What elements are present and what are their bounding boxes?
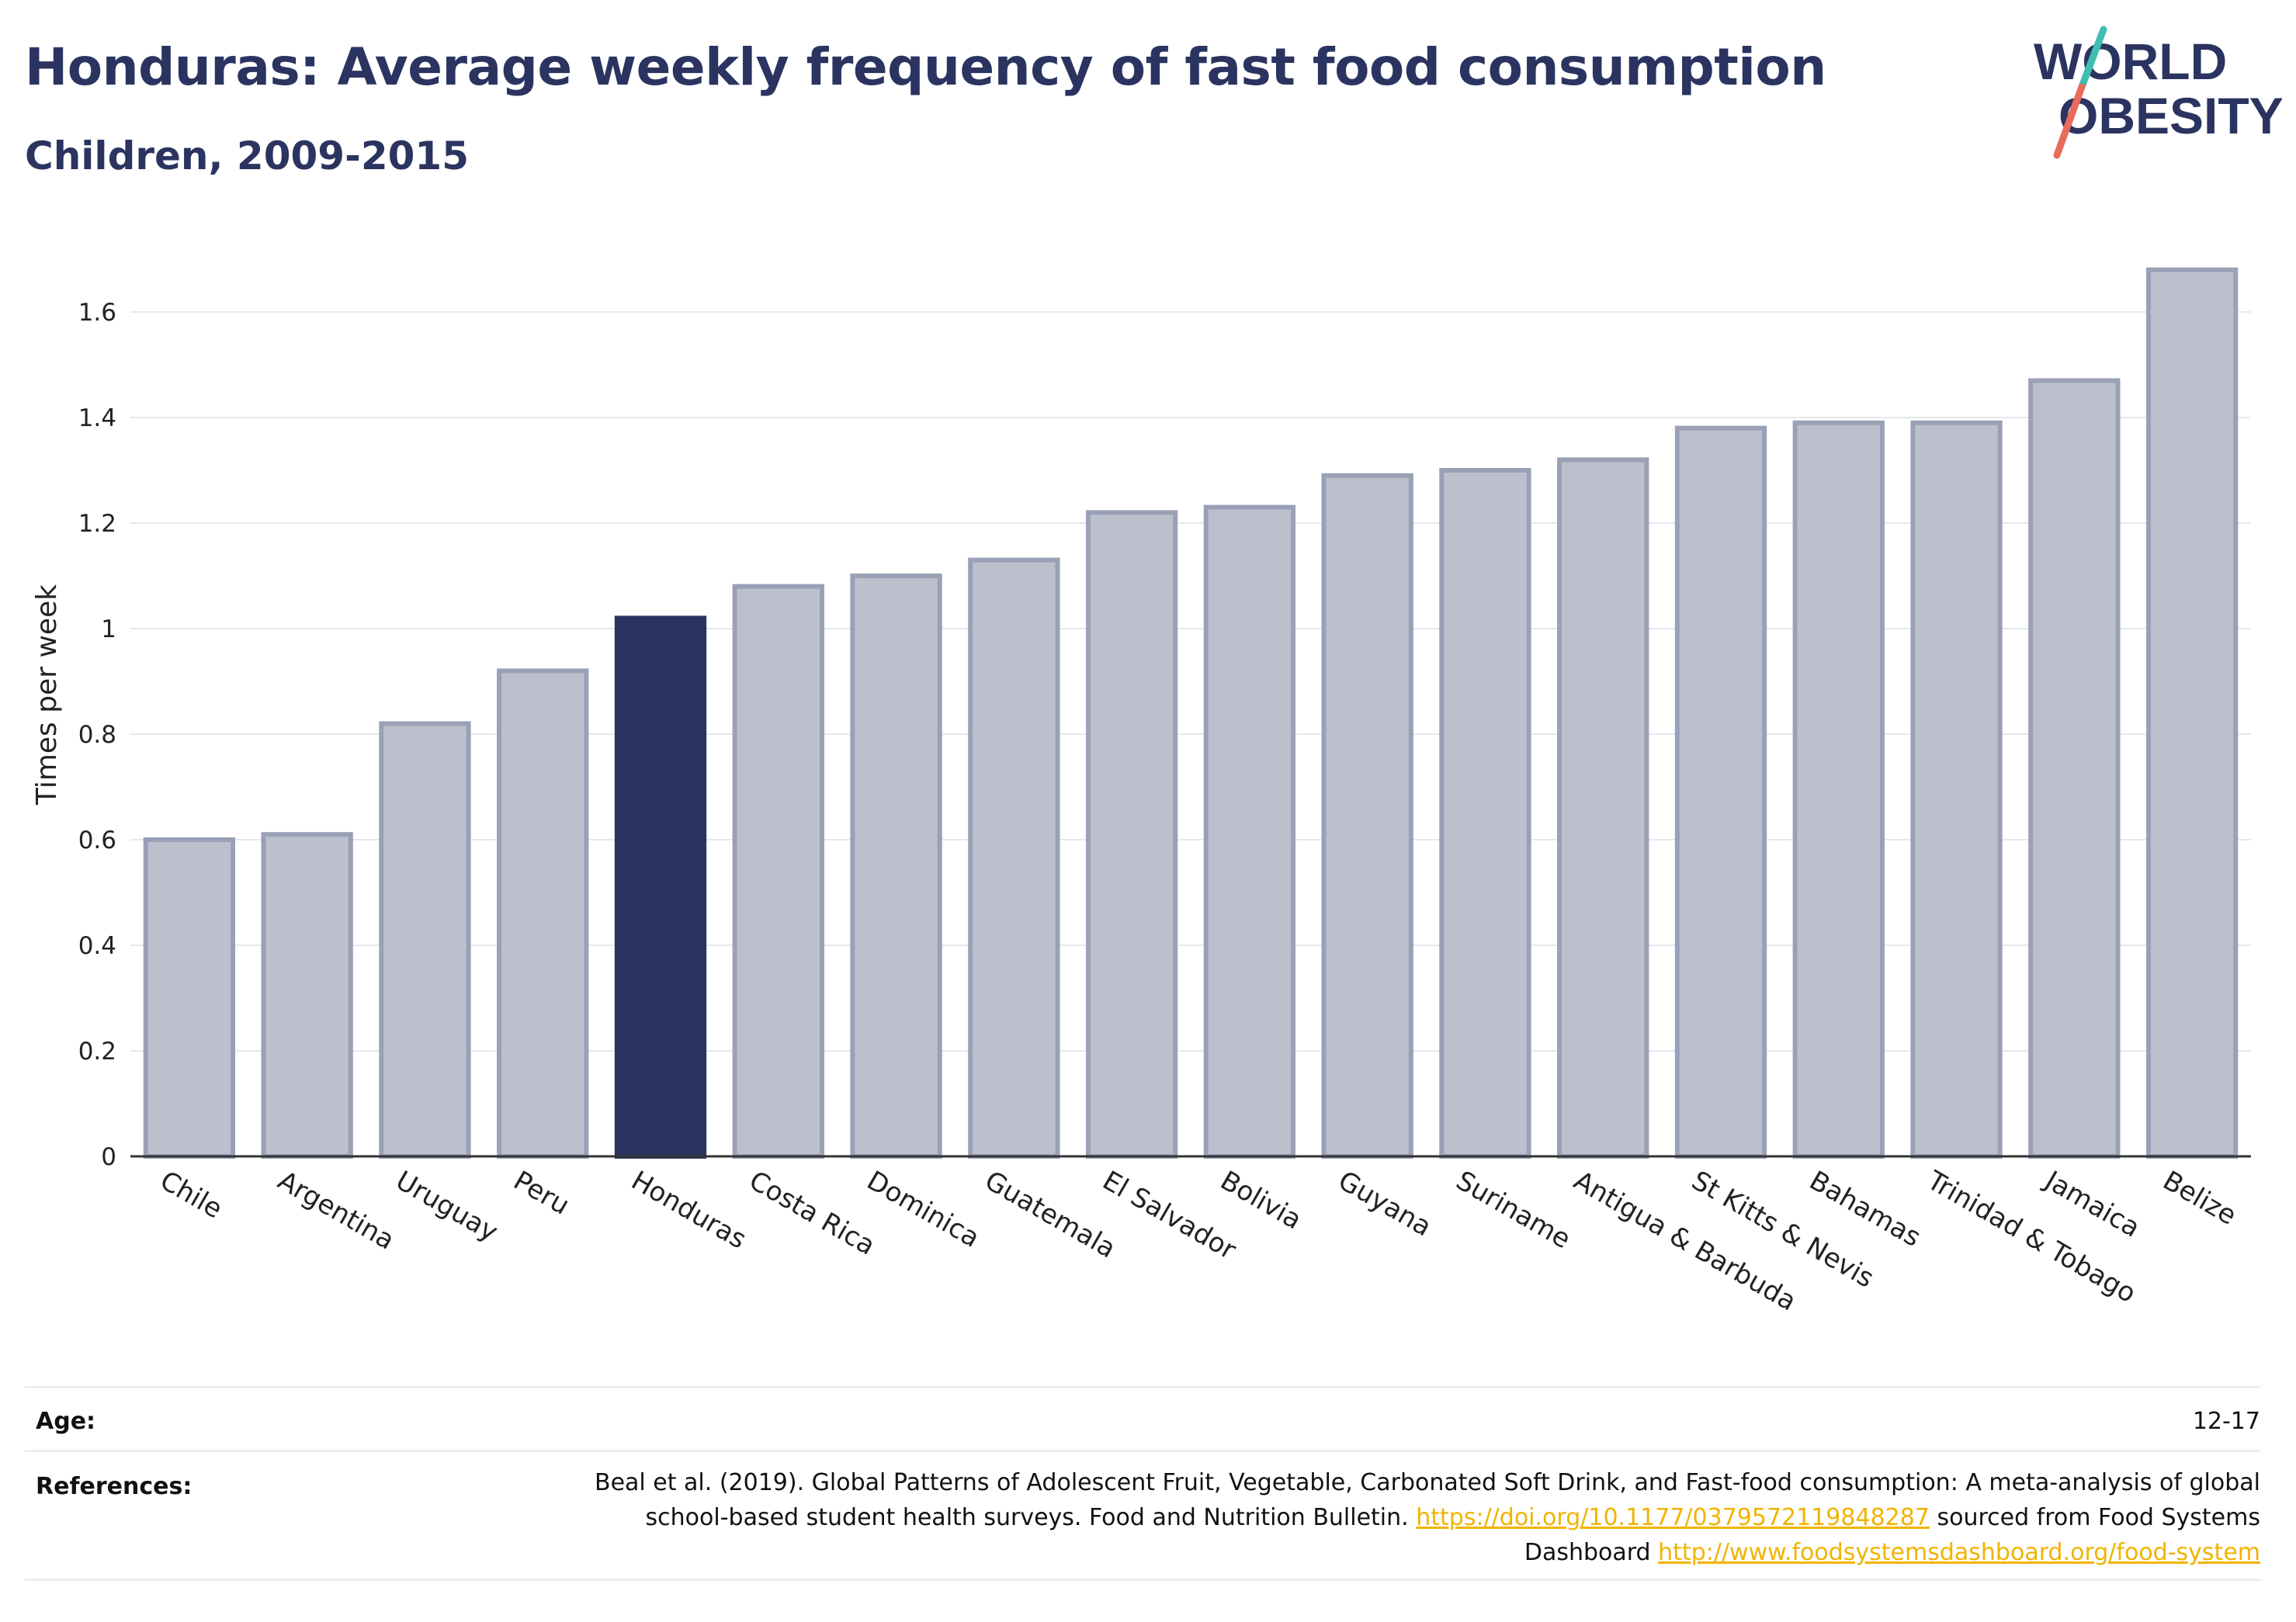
bar	[1792, 420, 1885, 1159]
y-tick-label: 1.6	[78, 299, 116, 327]
bar	[261, 832, 353, 1159]
x-tick-label: Belize	[2158, 1165, 2242, 1232]
y-tick-label: 0.8	[78, 721, 116, 749]
bar	[1439, 468, 1531, 1159]
x-tick-label: Guyana	[1333, 1165, 1437, 1242]
x-tick-label: Chile	[154, 1165, 227, 1225]
reference-text-1: Beal et al. (2019). Global Patterns of A…	[594, 1469, 2260, 1531]
logo-line2: OBESITY	[2058, 87, 2282, 144]
bar	[1674, 425, 1767, 1159]
logo-slash-bottom-icon	[2053, 83, 2086, 159]
bar	[1321, 473, 1413, 1159]
bar	[2145, 267, 2239, 1159]
bar	[850, 574, 942, 1159]
x-tick-label: Bolivia	[1215, 1165, 1306, 1236]
x-tick-label: Dominica	[862, 1165, 985, 1254]
y-tick-label: 1.2	[78, 510, 116, 538]
x-tick-label: Trinidad & Tobago	[1921, 1165, 2141, 1310]
references-label: References:	[36, 1473, 192, 1500]
world-obesity-logo: WORLD OBESITY	[2034, 26, 2282, 159]
y-axis-label: Times per week	[31, 584, 63, 806]
y-tick-label: 1.4	[78, 404, 116, 432]
y-tick-label: 1	[101, 615, 116, 643]
meta-divider-top	[25, 1386, 2260, 1388]
bar	[143, 837, 236, 1159]
x-tick-label: Costa Rica	[744, 1165, 880, 1262]
x-tick-label: El Salvador	[1098, 1165, 1241, 1266]
x-tick-label: Honduras	[626, 1165, 752, 1255]
bar	[1910, 420, 2003, 1159]
bar-highlight	[614, 615, 707, 1159]
bar	[1557, 457, 1649, 1159]
bar	[2028, 378, 2121, 1159]
logo-slash-top-icon	[2078, 26, 2107, 91]
meta-divider-bottom	[25, 1579, 2260, 1581]
reference-link-2[interactable]: http://www.foodsystemsdashboard.org/food…	[1658, 1539, 2260, 1566]
age-label: Age:	[36, 1408, 96, 1435]
bar	[1203, 504, 1296, 1159]
bar	[732, 584, 824, 1159]
y-tick-label: 0.6	[78, 827, 116, 854]
bar	[379, 721, 471, 1159]
bar	[1085, 510, 1178, 1159]
chart-subtitle: Children, 2009-2015	[25, 133, 469, 178]
x-tick-label: Antigua & Barbuda	[1569, 1165, 1802, 1317]
x-tick-label: Suriname	[1451, 1165, 1576, 1255]
x-tick-label: Argentina	[272, 1165, 400, 1256]
y-tick-label: 0.2	[78, 1038, 116, 1066]
logo-line1: WORLD	[2034, 33, 2227, 90]
reference-link-1[interactable]: https://doi.org/10.1177/0379572119848287	[1416, 1504, 1930, 1531]
x-tick-label: Guatemala	[980, 1165, 1121, 1264]
x-tick-label: Uruguay	[390, 1165, 503, 1248]
meta-divider-middle	[25, 1450, 2260, 1452]
references-text: Beal et al. (2019). Global Patterns of A…	[568, 1465, 2260, 1570]
y-tick-label: 0	[101, 1143, 116, 1171]
age-value: 12-17	[2192, 1408, 2260, 1435]
x-tick-label: Peru	[508, 1165, 575, 1222]
bar	[497, 668, 589, 1159]
y-tick-label: 0.4	[78, 932, 116, 960]
bar-chart: 0 0.2 0.4 0.6 0.8 1 1.2 1.4 1.6 Times per week Chi…	[31, 267, 2251, 1317]
chart-title: Honduras: Average weekly frequency of fa…	[25, 37, 1826, 97]
bar	[968, 557, 1060, 1159]
reference-text-2: sourced from Food Systems Dashboard	[1524, 1504, 2260, 1566]
